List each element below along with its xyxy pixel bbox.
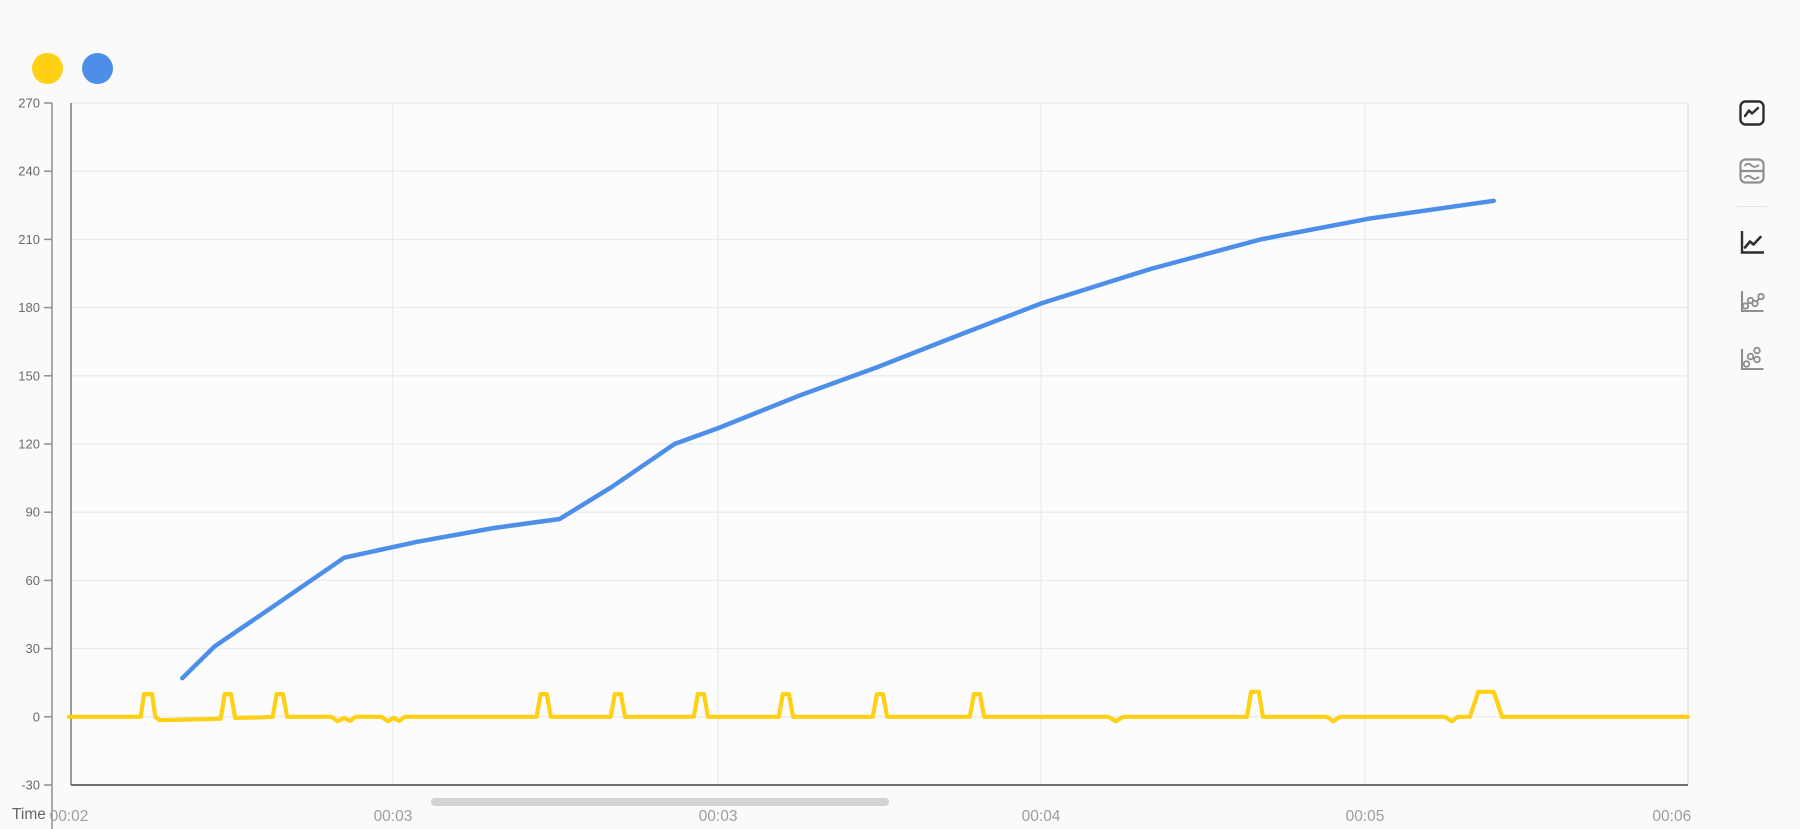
chart-type-toolbar: [1734, 96, 1770, 399]
y-tick-label: 210: [18, 232, 40, 247]
legend-yellow-series-toggle[interactable]: [32, 53, 63, 84]
x-tick-label: 00:03: [374, 808, 413, 825]
legend-blue-series-toggle[interactable]: [82, 53, 113, 84]
combined-view-icon[interactable]: [1735, 96, 1769, 130]
blue-series-line: [180, 198, 1496, 681]
y-tick-label: 240: [18, 164, 40, 179]
line-chart-icon[interactable]: [1735, 225, 1769, 259]
yellow-series-line: [66, 689, 1691, 724]
x-tick-label: 00:06: [1652, 808, 1691, 825]
y-tick-label: 270: [18, 96, 40, 111]
y-tick-label: 30: [26, 641, 40, 656]
scatter-chart-icon[interactable]: [1735, 341, 1769, 375]
horizontal-scrollbar-thumb[interactable]: [431, 798, 889, 806]
line-markers-chart-icon[interactable]: [1735, 283, 1769, 317]
x-tick-label: 00:05: [1346, 808, 1385, 825]
y-tick-label: -30: [21, 778, 40, 793]
x-tick-label: 00:03: [699, 808, 738, 825]
x-axis-title: Time: [12, 806, 46, 823]
toolbar-divider: [1737, 206, 1767, 207]
series-legend: [32, 53, 113, 84]
y-tick-label: 90: [26, 505, 40, 520]
y-tick-label: 120: [18, 437, 40, 452]
y-tick-label: 150: [18, 368, 40, 383]
x-tick-label: 00:04: [1022, 808, 1061, 825]
x-tick-label: 00:02: [50, 808, 89, 825]
y-tick-label: 60: [26, 573, 40, 588]
y-tick-label: 180: [18, 300, 40, 315]
y-tick-label: 0: [33, 709, 40, 724]
split-view-icon[interactable]: [1735, 154, 1769, 188]
